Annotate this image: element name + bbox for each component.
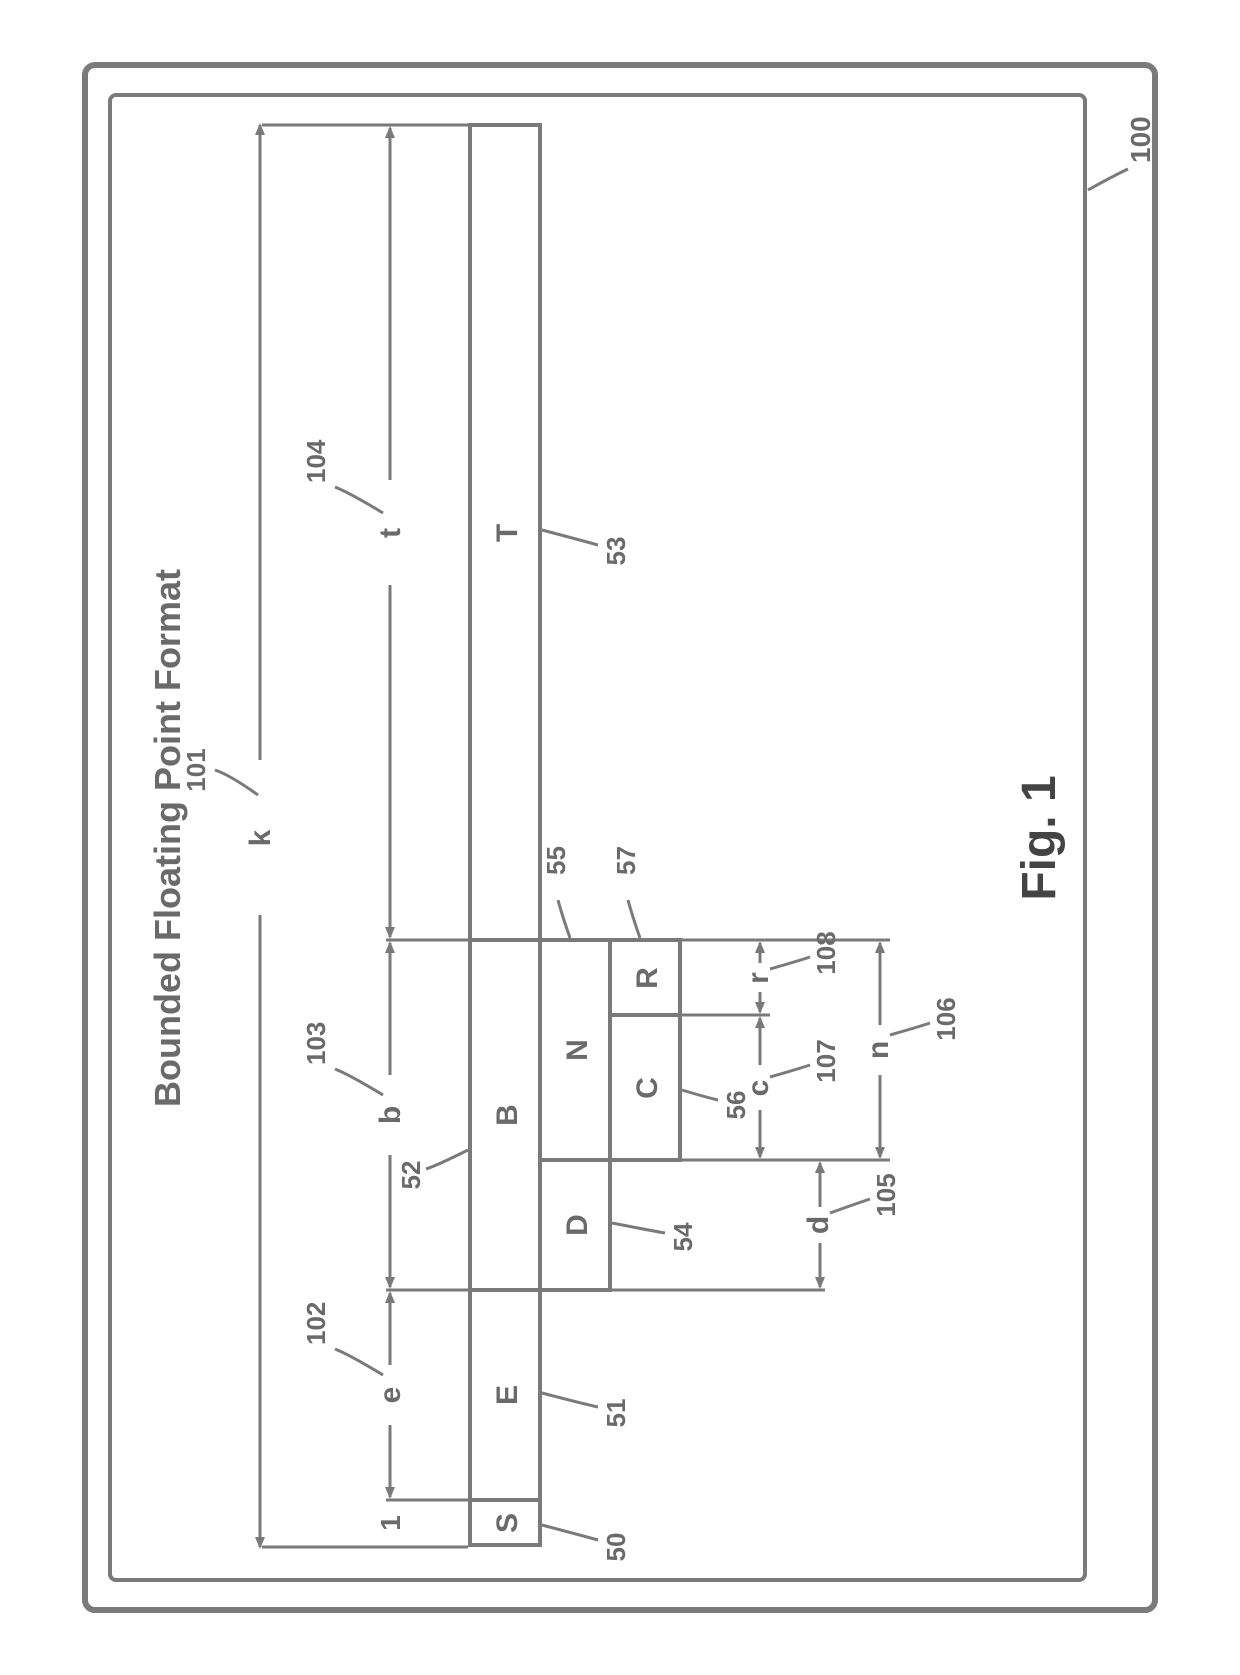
ref-107: 107 [811,1039,841,1082]
leader-103 [335,1069,383,1095]
dim-t-label: t [374,528,407,538]
ref-53: 53 [601,537,631,566]
leader-101 [215,770,258,795]
leader-52 [426,1150,468,1169]
sign-width-label: 1 [375,1515,406,1531]
dim-k-label: k [244,829,277,846]
label-S: S [491,1513,524,1533]
ref-100: 100 [1125,116,1156,163]
label-E: E [491,1385,524,1405]
ref-50: 50 [601,1533,631,1562]
dim-d-label: d [802,1216,835,1234]
dim-n-label: n [862,1041,895,1059]
dim-e-label: e [374,1387,407,1404]
ref-106: 106 [931,997,961,1040]
label-D: D [561,1214,594,1236]
ref-51: 51 [601,1399,631,1428]
leader-56 [682,1090,718,1100]
leader-108 [770,957,810,969]
leader-55 [558,900,570,938]
diagram-title: Bounded Floating Point Format [147,569,188,1107]
leader-50 [542,1525,598,1540]
leader-51 [542,1393,598,1407]
label-B: B [491,1104,524,1126]
ref-105: 105 [871,1173,901,1216]
leader-100 [1088,169,1128,190]
leader-102 [335,1349,383,1375]
ref-102: 102 [301,1302,331,1345]
ref-55: 55 [541,846,571,875]
label-T: T [491,524,524,542]
ref-52: 52 [396,1161,426,1190]
leader-104 [335,487,383,513]
leader-57 [628,900,640,938]
label-C: C [631,1077,664,1099]
ref-104: 104 [301,439,331,483]
label-N: N [561,1039,594,1061]
label-R: R [631,967,664,989]
ref-103: 103 [301,1022,331,1065]
leader-54 [612,1223,665,1233]
dim-c-label: c [742,1080,775,1097]
ref-108: 108 [811,931,841,974]
ref-101: 101 [181,748,211,791]
leader-105 [830,1199,870,1213]
leader-107 [770,1065,810,1077]
leader-106 [890,1023,930,1035]
dim-b-label: b [374,1106,407,1124]
ref-57: 57 [611,846,641,875]
leader-53 [542,530,598,545]
dim-r-label: r [742,972,775,984]
ref-54: 54 [668,1222,698,1251]
figure-label: Fig. 1 [1013,775,1066,900]
diagram-root: Bounded Floating Point Format k 101 1 e … [0,0,1240,1675]
